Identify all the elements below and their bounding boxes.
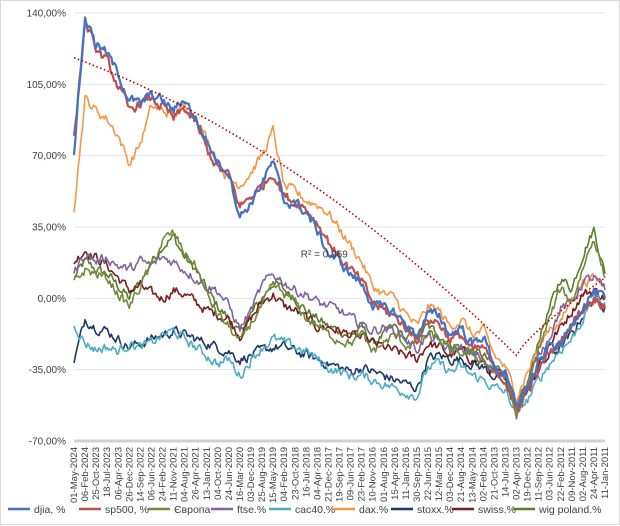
x-tick-label: 24-Feb-2022 [158, 447, 169, 501]
x-tick-label: 06-Apr-2023 [113, 447, 124, 500]
x-tick-label: 02-Apr-2013 [512, 447, 523, 500]
trendline [73, 57, 606, 357]
x-tick-label: 13-May-2014 [467, 447, 478, 503]
series-line [73, 229, 606, 420]
x-tick-label: 12-Mar-2015 [434, 447, 445, 501]
legend-label: stoxx.% [417, 504, 454, 516]
y-tick-label: 70,00% [32, 151, 66, 162]
y-tick-label: 140,00% [27, 9, 67, 20]
x-tick-label: 26-Dec-2022 [124, 447, 135, 502]
x-tick-label: 03-Dec-2019 [246, 447, 257, 502]
x-tick-label: 03-Jun-2012 [545, 447, 556, 500]
x-tick-label: 04-Oct-2020 [213, 447, 224, 500]
x-tick-label: 04-Apr-2018 [312, 447, 323, 500]
x-tick-label: 19-Sep-2017 [335, 447, 346, 502]
legend-label: wig poland.% [538, 504, 601, 516]
legend-label: dax.% [359, 504, 388, 516]
y-tick-label: 105,00% [27, 80, 67, 91]
x-tick-label: 10-Nov-2016 [368, 447, 379, 502]
x-tick-label: 14-Sep-2022 [135, 447, 146, 502]
x-tick-label: 26-Apr-2021 [191, 447, 202, 500]
x-tick-label: 09-Jun-2017 [346, 447, 357, 500]
x-tick-label: 11-Nov-2021 [169, 447, 180, 501]
y-tick-label: -70,00% [29, 437, 66, 448]
x-tick-label: 19-Dec-2012 [523, 447, 534, 502]
x-tick-label: 18-Jul-2023 [102, 447, 113, 497]
x-tick-label: 25-Aug-2019 [257, 447, 268, 502]
y-tick-label: 35,00% [32, 223, 66, 234]
x-tick-label: 02-Aug-2011 [578, 447, 589, 501]
x-tick-label: 24-Jun-2020 [224, 447, 235, 500]
x-tick-label: 04-Feb-2019 [279, 447, 290, 501]
legend-label: sp500, % [105, 504, 149, 516]
legend-label: ftse.% [237, 504, 266, 516]
x-tick-label: 01-Aug-2016 [379, 447, 390, 502]
x-tick-label: 01-May-2024 [69, 447, 80, 503]
x-tick-label: 09-Nov-2011 [567, 447, 578, 501]
x-tick-label: 06-Feb-2024 [80, 447, 91, 501]
x-tick-label: 11-Sep-2012 [534, 447, 545, 501]
x-tick-label: 25-Oct-2023 [91, 447, 102, 500]
x-tick-label: 02-Feb-2014 [478, 447, 489, 501]
y-tick-label: 0,00% [38, 294, 66, 305]
x-tick-label: 15-Apr-2016 [390, 447, 401, 500]
x-tick-label: 11-Jan-2016 [401, 447, 412, 500]
x-tick-label: 22-Jun-2015 [423, 447, 434, 500]
x-tick-label: 22-Feb-2012 [556, 447, 567, 501]
y-tick-label: -35,00% [29, 365, 66, 376]
x-tick-label: 23-Oct-2018 [290, 447, 301, 500]
series-line [72, 17, 607, 408]
x-tick-label: 16-Jul-2018 [301, 447, 312, 497]
legend-label: swiss.% [478, 504, 516, 516]
x-tick-label: 21-Oct-2013 [489, 447, 500, 500]
x-tick-label: 03-Dec-2014 [445, 447, 456, 502]
legend-label: Європа [174, 504, 210, 516]
x-tick-label: 24-Apr-2011 [589, 447, 600, 499]
x-tick-label: 04-Aug-2021 [180, 447, 191, 502]
x-tick-label: 13-Jan-2021 [202, 447, 213, 500]
legend-label: djia, % [34, 504, 66, 516]
x-tick-label: 21-Aug-2014 [456, 447, 467, 502]
x-tick-label: 11-Jan-2011 [600, 447, 611, 499]
x-tick-label: 14-Jul-2013 [500, 447, 511, 497]
x-tick-label: 16-Mar-2020 [235, 447, 246, 501]
r-squared-label: R² = 0,969 [301, 250, 348, 261]
x-tick-label: 30-Sep-2015 [412, 447, 423, 502]
series-line [72, 16, 606, 412]
x-tick-label: 15-May-2019 [268, 447, 279, 503]
legend-label: cac40.% [295, 504, 335, 516]
x-tick-label: 23-Feb-2017 [357, 447, 368, 501]
series-line [73, 293, 606, 413]
x-tick-label: 21-Dec-2017 [323, 447, 334, 502]
x-tick-label: 06-Jun-2022 [146, 447, 157, 500]
